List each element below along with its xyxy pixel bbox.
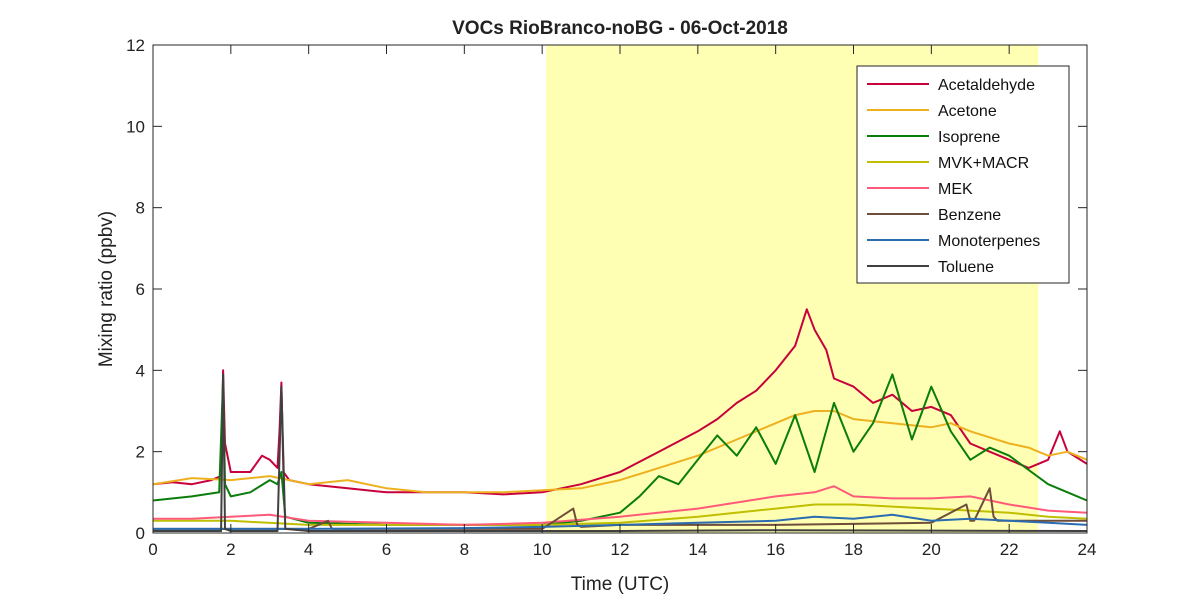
y-axis-label: Mixing ratio (ppbv) bbox=[96, 211, 117, 367]
series-line-mvk-macr bbox=[153, 503, 1088, 526]
x-tick-label: 20 bbox=[922, 540, 941, 559]
legend-label-mek: MEK bbox=[938, 181, 973, 198]
y-tick-label: 8 bbox=[136, 199, 145, 218]
legend-label-isoprene: Isoprene bbox=[938, 129, 1000, 146]
y-tick-label: 2 bbox=[136, 443, 145, 462]
x-tick-label: 6 bbox=[382, 540, 391, 559]
series-line-toluene bbox=[153, 373, 1088, 532]
x-tick-label: 18 bbox=[844, 540, 863, 559]
legend-label-acetone: Acetone bbox=[938, 103, 997, 120]
x-tick-label: 14 bbox=[688, 540, 707, 559]
legend-label-monoterpenes: Monoterpenes bbox=[938, 233, 1040, 250]
y-tick-label: 4 bbox=[136, 361, 145, 380]
y-tick-label: 6 bbox=[136, 280, 145, 299]
series-line-mek bbox=[153, 485, 1088, 526]
x-tick-label: 16 bbox=[766, 540, 785, 559]
chart-title: VOCs RioBranco-noBG - 06-Oct-2018 bbox=[452, 18, 788, 39]
legend-box bbox=[856, 65, 1070, 284]
series-line-acetaldehyde bbox=[152, 308, 1088, 496]
legend-label-acetaldehyde: Acetaldehyde bbox=[938, 77, 1035, 94]
x-axis-label: Time (UTC) bbox=[571, 574, 670, 595]
x-tick-label: 10 bbox=[533, 540, 552, 559]
x-tick-label: 0 bbox=[148, 540, 157, 559]
x-tick-label: 4 bbox=[304, 540, 313, 559]
x-tick-label: 2 bbox=[226, 540, 235, 559]
legend: Acetaldehyde Acetone Isoprene MVK+MACR MEK Be… bbox=[856, 65, 1070, 284]
y-tick-label: 0 bbox=[136, 524, 145, 543]
series-line-isoprene bbox=[152, 373, 1088, 526]
y-tick-label: 10 bbox=[126, 117, 145, 136]
legend-label-toluene: Toluene bbox=[938, 259, 994, 276]
series-layer bbox=[152, 308, 1088, 532]
series-line-monoterpenes bbox=[153, 513, 1088, 530]
legend-label-mvk-macr: MVK+MACR bbox=[938, 155, 1029, 172]
x-tick-label: 8 bbox=[460, 540, 469, 559]
legend-label-benzene: Benzene bbox=[938, 207, 1001, 224]
x-tick-label: 12 bbox=[611, 540, 630, 559]
y-tick-label: 12 bbox=[126, 36, 145, 55]
series-line-acetone bbox=[152, 410, 1088, 494]
x-tick-label: 24 bbox=[1078, 540, 1097, 559]
x-tick-label: 22 bbox=[1000, 540, 1019, 559]
